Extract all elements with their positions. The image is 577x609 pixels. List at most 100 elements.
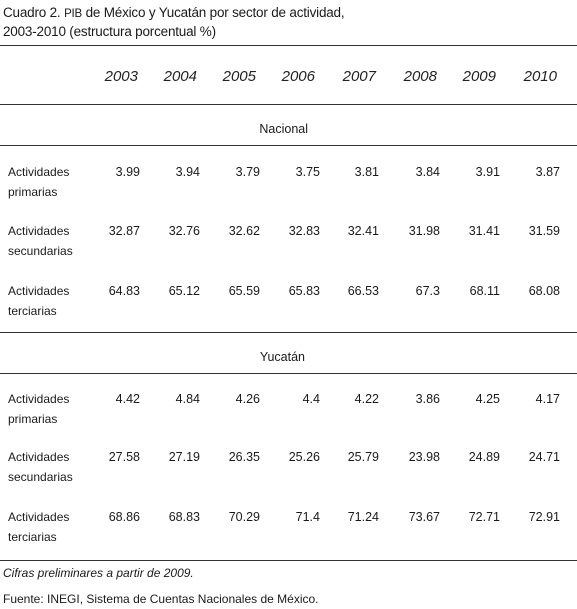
row-label-line: primarias bbox=[8, 185, 58, 199]
table-row: Actividades terciarias 64.83 65.12 65.59… bbox=[0, 281, 577, 325]
source-abbr: INEGI bbox=[47, 592, 80, 606]
table-cell: 31.59 bbox=[528, 224, 560, 238]
table-cell: 4.25 bbox=[475, 392, 500, 406]
year-header: 2004 bbox=[163, 68, 197, 85]
table-cell: 64.83 bbox=[108, 284, 140, 298]
title-abbr: PIB bbox=[64, 8, 82, 20]
table-cell: 4.17 bbox=[535, 392, 560, 406]
table-cell: 65.12 bbox=[168, 284, 200, 298]
table-cell: 68.08 bbox=[528, 284, 560, 298]
section-rule bbox=[0, 332, 577, 333]
row-label: Actividades terciarias bbox=[8, 507, 108, 547]
preliminary-note: Cifras preliminares a partir de 2009. bbox=[3, 566, 194, 580]
section-label-nacional: Nacional bbox=[259, 122, 308, 136]
row-label-line: Actividades bbox=[8, 450, 70, 464]
table-row: Actividades terciarias 68.86 68.83 70.29… bbox=[0, 507, 577, 551]
section-label-yucatan: Yucatán bbox=[259, 350, 305, 364]
year-header: 2005 bbox=[222, 68, 256, 85]
year-header: 2010 bbox=[523, 68, 557, 85]
table-cell: 32.87 bbox=[108, 224, 140, 238]
table-cell: 72.71 bbox=[468, 510, 500, 524]
table-cell: 3.94 bbox=[175, 165, 200, 179]
table-row: Actividades secundarias 27.58 27.19 26.3… bbox=[0, 447, 577, 491]
table-cell: 71.4 bbox=[295, 510, 320, 524]
table-cell: 3.79 bbox=[235, 165, 260, 179]
row-label-line: primarias bbox=[8, 412, 58, 426]
table-cell: 23.98 bbox=[408, 450, 440, 464]
table-cell: 68.11 bbox=[469, 284, 500, 298]
row-label-line: Actividades bbox=[8, 510, 70, 524]
table-cell: 3.91 bbox=[475, 165, 500, 179]
row-label: Actividades secundarias bbox=[8, 221, 108, 261]
year-header: 2006 bbox=[281, 68, 315, 85]
top-rule bbox=[0, 45, 577, 46]
table-cell: 32.41 bbox=[347, 224, 379, 238]
table-cell: 4.26 bbox=[235, 392, 260, 406]
source-note: Fuente: INEGI, Sistema de Cuentas Nacion… bbox=[3, 592, 319, 606]
section-rule bbox=[0, 145, 577, 146]
title-line-2: 2003-2010 (estructura porcentual %) bbox=[3, 24, 216, 39]
table-cell: 32.83 bbox=[288, 224, 320, 238]
table-cell: 66.53 bbox=[347, 284, 379, 298]
year-header: 2007 bbox=[342, 68, 376, 85]
table-cell: 3.84 bbox=[415, 165, 440, 179]
bottom-rule bbox=[0, 560, 577, 561]
table-cell: 24.89 bbox=[468, 450, 500, 464]
source-rest: , Sistema de Cuentas Nacionales de Méxic… bbox=[79, 592, 319, 606]
year-header: 2008 bbox=[403, 68, 437, 85]
table-cell: 32.76 bbox=[168, 224, 200, 238]
table-cell: 3.87 bbox=[535, 165, 560, 179]
row-label-line: terciarias bbox=[8, 304, 57, 318]
row-label-line: terciarias bbox=[8, 530, 57, 544]
table-cell: 4.4 bbox=[302, 392, 320, 406]
table-cell: 32.62 bbox=[228, 224, 260, 238]
table-cell: 31.41 bbox=[468, 224, 500, 238]
table-cell: 72.91 bbox=[528, 510, 560, 524]
table-row: Actividades secundarias 32.87 32.76 32.6… bbox=[0, 221, 577, 265]
section-rule bbox=[0, 373, 577, 374]
row-label-line: secundarias bbox=[8, 470, 73, 484]
table-cell: 68.83 bbox=[168, 510, 200, 524]
row-label: Actividades primarias bbox=[8, 389, 108, 429]
table-cell: 26.35 bbox=[228, 450, 260, 464]
title-line-1: Cuadro 2. PIB de México y Yucatán por se… bbox=[3, 4, 573, 23]
year-header: 2003 bbox=[104, 68, 138, 85]
year-header: 2009 bbox=[462, 68, 496, 85]
row-label-line: secundarias bbox=[8, 244, 73, 258]
table-cell: 27.19 bbox=[168, 450, 200, 464]
row-label-line: Actividades bbox=[8, 165, 70, 179]
row-label: Actividades secundarias bbox=[8, 447, 108, 487]
year-header-row: 2003 2004 2005 2006 2007 2008 2009 2010 bbox=[0, 62, 577, 92]
table-cell: 3.81 bbox=[354, 165, 379, 179]
table-row: Actividades primarias 3.99 3.94 3.79 3.7… bbox=[0, 162, 577, 206]
title-prefix: Cuadro 2. bbox=[3, 5, 61, 20]
title-rest: de México y Yucatán por sector de activi… bbox=[85, 5, 345, 20]
table-cell: 3.86 bbox=[415, 392, 440, 406]
table-row: Actividades primarias 4.42 4.84 4.26 4.4… bbox=[0, 389, 577, 433]
table-cell: 68.86 bbox=[108, 510, 140, 524]
table-cell: 25.79 bbox=[347, 450, 379, 464]
table-cell: 73.67 bbox=[408, 510, 440, 524]
row-label-line: Actividades bbox=[8, 392, 70, 406]
table-cell: 65.83 bbox=[288, 284, 320, 298]
table-cell: 27.58 bbox=[108, 450, 140, 464]
table-cell: 3.75 bbox=[295, 165, 320, 179]
table-cell: 4.42 bbox=[115, 392, 140, 406]
table-cell: 31.98 bbox=[408, 224, 440, 238]
header-rule bbox=[0, 104, 577, 105]
table-cell: 25.26 bbox=[288, 450, 320, 464]
source-prefix: Fuente: bbox=[3, 592, 44, 606]
table-cell: 70.29 bbox=[228, 510, 260, 524]
table-cell: 67.3 bbox=[415, 284, 440, 298]
table-cell: 4.84 bbox=[175, 392, 200, 406]
table-cell: 3.99 bbox=[115, 165, 140, 179]
row-label: Actividades terciarias bbox=[8, 281, 108, 321]
table-cell: 4.22 bbox=[354, 392, 379, 406]
row-label: Actividades primarias bbox=[8, 162, 108, 202]
table-cell: 24.71 bbox=[528, 450, 560, 464]
row-label-line: Actividades bbox=[8, 284, 70, 298]
table-cell: 65.59 bbox=[228, 284, 260, 298]
row-label-line: Actividades bbox=[8, 224, 70, 238]
table-cell: 71.24 bbox=[347, 510, 379, 524]
table-title: Cuadro 2. PIB de México y Yucatán por se… bbox=[3, 4, 573, 41]
